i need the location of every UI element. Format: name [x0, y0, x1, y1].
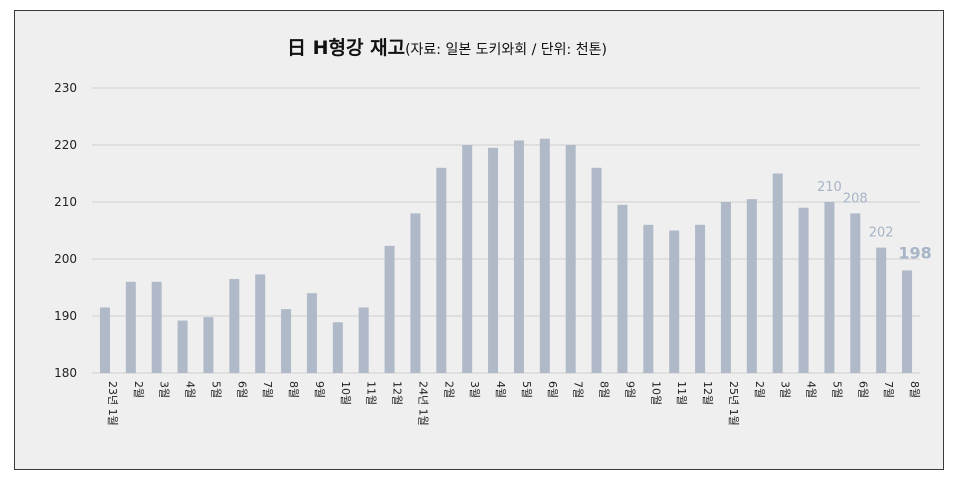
bar [720, 202, 731, 373]
bar-chart: 日 H형강 재고(자료: 일본 도키와회 / 단위: 천톤) 180 190 200… [54, 37, 932, 426]
x-tick-label: 2월 [753, 381, 766, 398]
x-tick-label: 11월 [675, 381, 688, 405]
bar [798, 207, 809, 373]
x-tick-label: 3월 [779, 381, 792, 398]
y-tick-label: 200 [54, 252, 77, 266]
x-tick-label: 8월 [287, 381, 300, 398]
bar [565, 145, 576, 373]
x-tick-label: 23년 1월 [106, 381, 119, 426]
bar [591, 167, 602, 373]
y-tick-label: 220 [54, 138, 77, 152]
x-tick-label: 5월 [209, 381, 222, 398]
data-label: 208 [843, 191, 868, 206]
x-tick-label: 9월 [623, 381, 636, 398]
bar [410, 213, 421, 373]
x-tick-label: 25년 1월 [727, 381, 740, 426]
bar [177, 320, 188, 373]
bar [772, 173, 783, 373]
x-tick-label: 3월 [158, 381, 171, 398]
x-tick-label: 24년 1월 [416, 381, 429, 426]
x-tick-label: 7월 [261, 381, 274, 398]
x-tick-label: 6월 [235, 381, 248, 398]
x-tick-label: 6월 [856, 381, 869, 398]
x-tick-label: 4월 [494, 381, 507, 398]
bar [746, 199, 757, 373]
x-tick-label: 7월 [882, 381, 895, 398]
x-tick-label: 4월 [184, 381, 197, 398]
bar [229, 278, 240, 373]
x-tick-label: 11월 [365, 381, 378, 405]
bar [125, 281, 136, 373]
chart-title: 日 H형강 재고(자료: 일본 도키와회 / 단위: 천톤) [287, 37, 607, 59]
y-axis: 180 190 200 210 220 230 [54, 81, 77, 380]
data-label: 210 [817, 180, 842, 195]
y-tick-label: 230 [54, 81, 77, 95]
x-tick-label: 5월 [520, 381, 533, 398]
bar [332, 322, 343, 373]
x-tick-label: 12월 [701, 381, 714, 405]
chart-title-subtitle: (자료: 일본 도키와회 / 단위: 천톤) [405, 42, 607, 58]
bar [876, 247, 887, 373]
x-tick-label: 12월 [391, 381, 404, 405]
x-tick-label: 7월 [572, 381, 585, 398]
x-tick-label: 8월 [598, 381, 611, 398]
bar [850, 213, 861, 373]
bar [462, 145, 473, 373]
bar [151, 281, 162, 373]
bar [902, 270, 913, 373]
bar [358, 307, 369, 373]
x-axis: 23년 1월 2월 3월 4월 5월 6월 7월 8월 9월 10월 11월 12월 24년 1월 2월 3… [106, 381, 921, 426]
bar [669, 230, 680, 373]
chart-frame: 日 H형강 재고(자료: 일본 도키와회 / 단위: 천톤) 180 190 200… [14, 10, 944, 470]
y-tick-label: 180 [54, 366, 77, 380]
bar [436, 167, 447, 373]
y-tick-label: 190 [54, 309, 77, 323]
x-tick-label: 3월 [468, 381, 481, 398]
chart-title-main: 日 H형강 재고 [287, 37, 405, 59]
x-tick-label: 10월 [339, 381, 352, 405]
data-label: 198 [898, 243, 931, 262]
bar [488, 147, 499, 373]
x-tick-label: 2월 [132, 381, 145, 398]
bar [617, 204, 628, 373]
gridlines [92, 87, 920, 374]
x-tick-label: 5월 [830, 381, 843, 398]
bar [306, 293, 317, 373]
x-tick-label: 9월 [313, 381, 326, 398]
bar [384, 245, 395, 373]
x-tick-label: 2월 [442, 381, 455, 398]
y-tick-label: 210 [54, 195, 77, 209]
x-tick-label: 8월 [908, 381, 921, 398]
x-tick-label: 4월 [805, 381, 818, 398]
bar [99, 307, 110, 373]
bar [824, 202, 835, 373]
bar [281, 309, 292, 373]
x-tick-label: 10월 [649, 381, 662, 405]
bar [255, 274, 266, 373]
bar [203, 317, 214, 373]
bar [695, 224, 706, 373]
data-label: 202 [869, 226, 894, 241]
bar [513, 140, 524, 373]
bar [643, 224, 654, 373]
x-tick-label: 6월 [546, 381, 559, 398]
bars [99, 138, 913, 373]
bar [539, 138, 550, 373]
